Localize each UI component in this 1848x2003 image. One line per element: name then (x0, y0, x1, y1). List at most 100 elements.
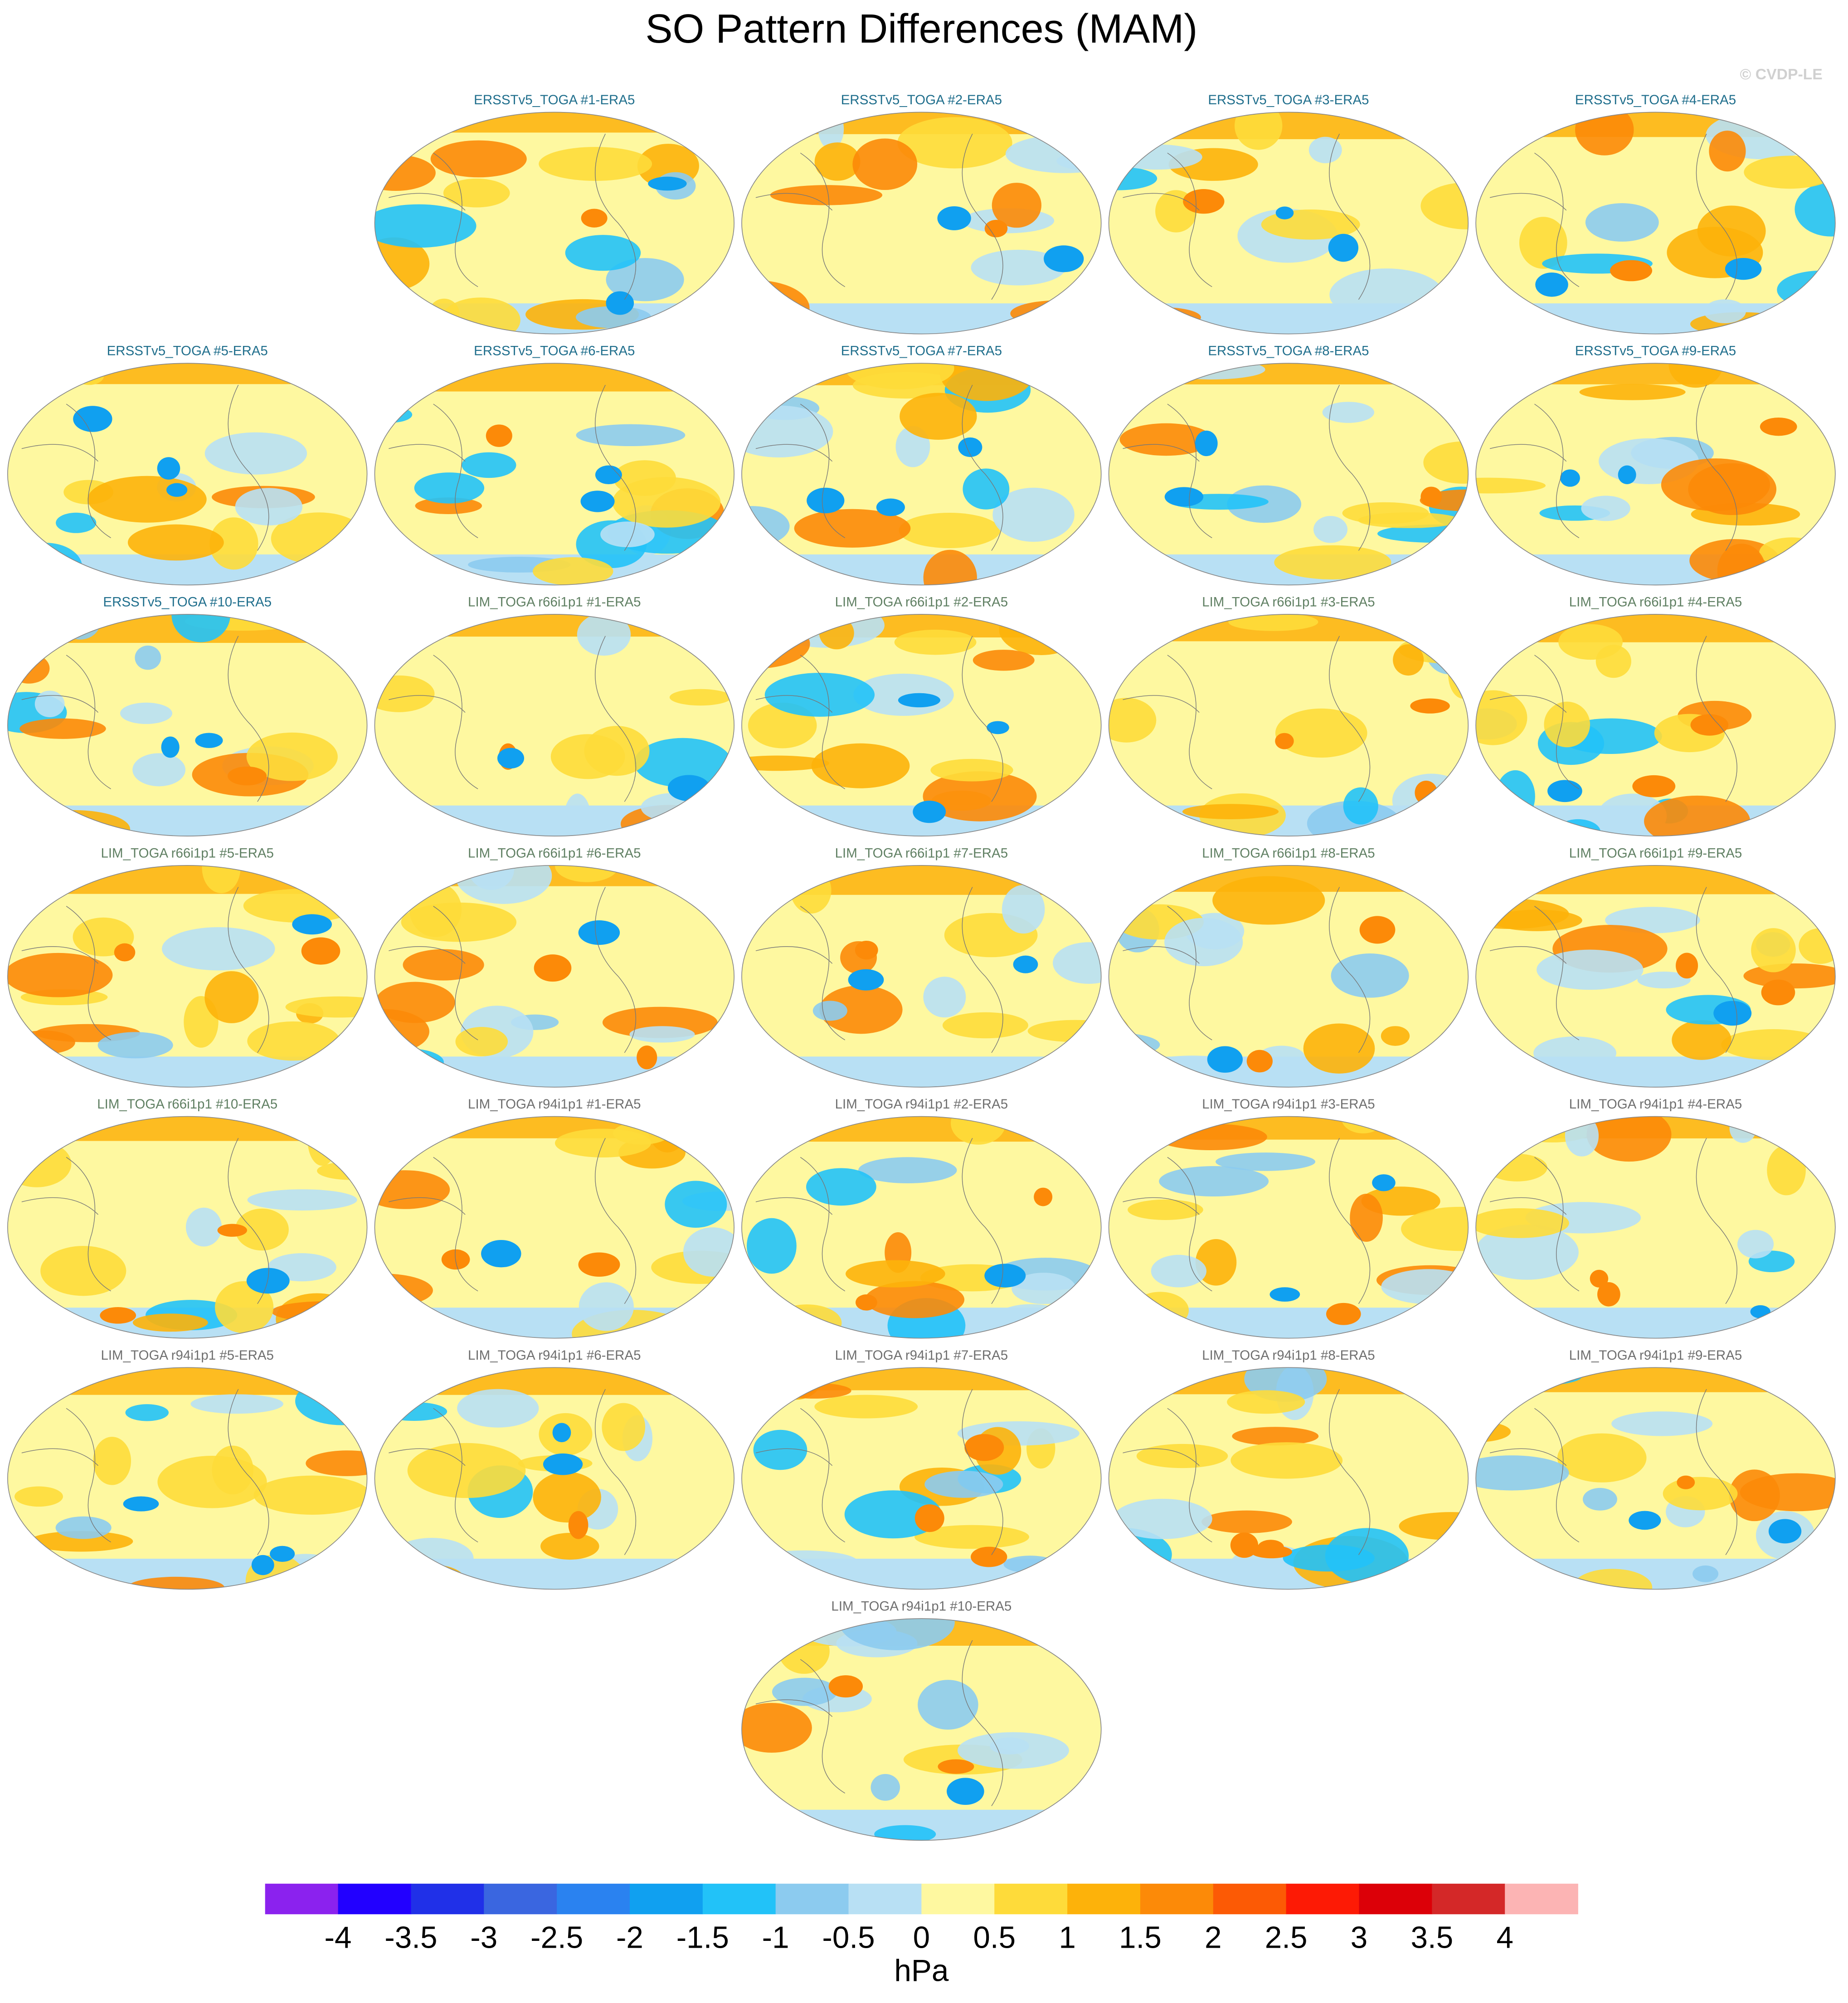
map-blob (1703, 299, 1746, 324)
colorbar-box (1432, 1883, 1506, 1915)
map-blob (409, 882, 462, 937)
map-blob (914, 1504, 944, 1532)
coastline (1489, 1389, 1737, 1555)
map-blob (1476, 1208, 1569, 1238)
map-blob (852, 138, 918, 190)
map-border (1108, 614, 1469, 836)
map (7, 865, 367, 1087)
map-blob (1331, 953, 1409, 998)
map-blob (1159, 1166, 1269, 1197)
map-blob (595, 465, 622, 485)
map-blob (992, 183, 1041, 228)
panel-title: LIM_TOGA r66i1p1 #6-ERA5 (468, 846, 641, 861)
map-blob (1412, 112, 1451, 130)
map-blob (742, 1703, 812, 1753)
map-blob (271, 1301, 367, 1322)
map-blob (1537, 949, 1644, 990)
colorbar-box (848, 1883, 922, 1915)
panel-title: LIM_TOGA r94i1p1 #10-ERA5 (831, 1599, 1012, 1614)
map-blob (1109, 1016, 1131, 1056)
polar-band (1476, 1056, 1835, 1087)
map-blob (1119, 423, 1213, 456)
map-blob (1322, 402, 1375, 423)
map-blob (1401, 1206, 1469, 1251)
map-blob (1560, 469, 1580, 487)
map-blob (814, 1395, 918, 1419)
colorbar-label: 1.5 (1119, 1920, 1162, 1954)
coastline (755, 636, 1003, 802)
polar-band (7, 1056, 367, 1087)
coastline (755, 1389, 1003, 1555)
coastline (389, 887, 637, 1053)
colorbar-box (1067, 1883, 1141, 1915)
map-blob (938, 1759, 974, 1774)
map-blob (533, 1472, 601, 1523)
map-blob (301, 937, 340, 965)
map-blob (228, 766, 267, 786)
map-border (374, 865, 734, 1088)
map-blob (1342, 502, 1429, 524)
colorbar-label: -3.5 (384, 1920, 437, 1954)
polar-band (1109, 805, 1469, 836)
map-blob (1750, 1305, 1770, 1318)
map-blob (1109, 698, 1157, 743)
map-blob (606, 258, 684, 301)
map-blob (990, 1737, 1030, 1755)
colorbar-box (1140, 1883, 1214, 1915)
map-blob (578, 920, 620, 945)
map-blob (1227, 1390, 1305, 1414)
colorbar-box (921, 1883, 995, 1915)
map-blob (914, 1525, 1029, 1549)
map-blob (404, 1565, 467, 1590)
map-blob (1359, 916, 1396, 944)
map-blob (1283, 1545, 1375, 1572)
map-blob (93, 1437, 131, 1485)
map-blob (532, 557, 613, 585)
colorbar-label: -0.5 (822, 1920, 875, 1954)
map-blob (1490, 1116, 1572, 1138)
map-border (1108, 1367, 1469, 1590)
map-blob (19, 810, 130, 836)
map-blob (846, 1260, 945, 1288)
map-blob (939, 363, 1034, 401)
map-blob (19, 718, 106, 739)
map-blob (1709, 131, 1746, 172)
map-blob (100, 1307, 136, 1324)
map-blob (775, 865, 824, 884)
map-blob (1109, 112, 1182, 141)
panel-title: ERSSTv5_TOGA #2-ERA5 (841, 92, 1002, 107)
map-blob (648, 176, 687, 191)
polar-band (7, 865, 367, 894)
map-blob (1126, 307, 1201, 328)
map-blob (1759, 537, 1824, 568)
coastline (389, 384, 637, 551)
map-blob (565, 235, 641, 271)
map-blob (251, 1555, 274, 1575)
map-blob (964, 1434, 1004, 1461)
map-blob (746, 1218, 797, 1274)
map-blob (637, 1045, 657, 1070)
map-blob (581, 209, 608, 228)
map-blob (1053, 942, 1101, 984)
map-blob (374, 1290, 401, 1306)
map-blob (1109, 1297, 1139, 1338)
map-blob (1109, 568, 1159, 585)
map-blob (247, 1189, 357, 1211)
map (7, 363, 367, 585)
map-blob (996, 1304, 1067, 1330)
map-blob (742, 506, 790, 547)
map-blob (764, 672, 875, 717)
panel-title: LIM_TOGA r66i1p1 #9-ERA5 (1569, 846, 1742, 861)
map-blob (1575, 112, 1634, 156)
map-blob (40, 1246, 126, 1296)
coastline (21, 636, 269, 802)
map-blob (971, 1546, 1007, 1567)
map-blob (285, 996, 367, 1018)
map-blob (7, 1140, 72, 1187)
map-blob (1795, 182, 1835, 237)
map (742, 865, 1101, 1087)
map-blob (1519, 217, 1567, 269)
coastline (1123, 1389, 1371, 1555)
map-blob (73, 406, 112, 432)
map-blob (540, 1533, 599, 1560)
